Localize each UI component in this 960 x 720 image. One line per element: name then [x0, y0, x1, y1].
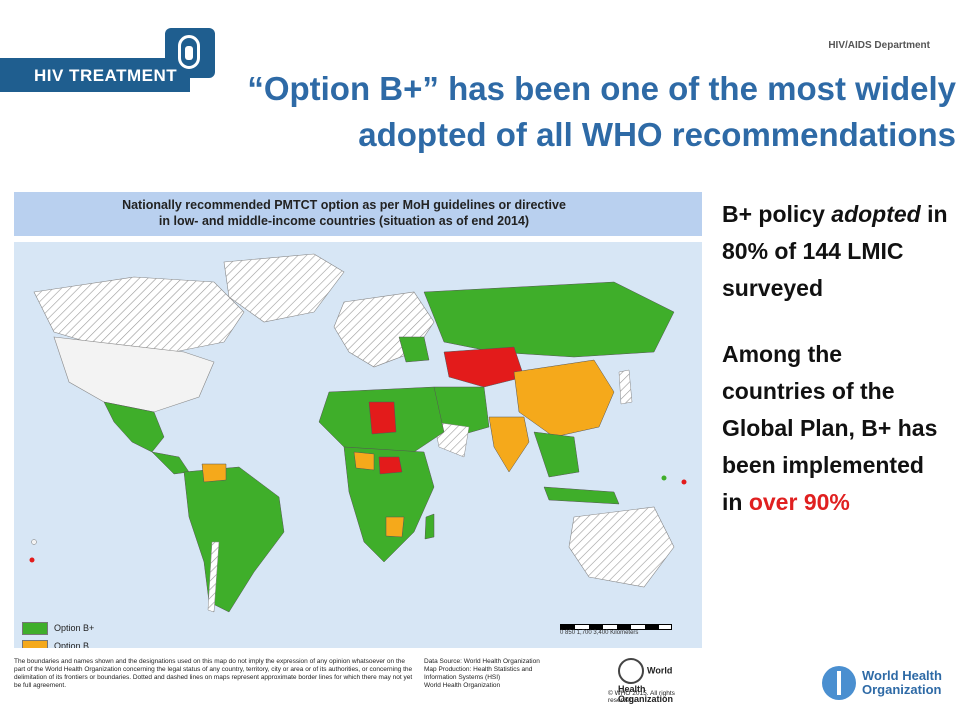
pill-icon-outline — [178, 35, 200, 69]
who-logo-line1: World Health — [862, 668, 942, 683]
option-b-africa — [353, 451, 375, 471]
map-heading-line1: Nationally recommended PMTCT option as p… — [122, 198, 566, 212]
copyright: © WHO 2015. All rights reserved. — [608, 690, 675, 704]
adoption-part-b: adopted — [831, 201, 921, 227]
who-logo-text: World Health Organization — [862, 669, 942, 697]
data-source-line: Map Production: Health Statistics and — [424, 666, 533, 673]
indonesia — [543, 486, 620, 505]
adoption-part-c: in 80% of 144 LMIC surveyed — [722, 201, 948, 301]
central-africa — [343, 446, 435, 563]
legend-label: Option B+ — [54, 622, 95, 633]
scale-label-3: 3,400 Kilometers — [593, 630, 639, 636]
pacific-island-4 — [661, 475, 667, 481]
department-label: HIV/AIDS Department — [828, 40, 930, 51]
adoption-statement: B+ policy adopted in 80% of 144 LMIC sur… — [722, 196, 950, 307]
scale-label-1: 850 — [565, 630, 576, 636]
option-a-africa — [378, 456, 403, 475]
southeast-asia — [533, 431, 580, 478]
central-america — [151, 451, 190, 475]
legend-swatch — [22, 622, 48, 635]
legend-item: Option B+ — [22, 622, 94, 635]
world-map-svg — [29, 253, 687, 613]
southern-africa-b — [385, 516, 405, 538]
who-map-logo: World Health Organization — [618, 658, 702, 704]
australia — [568, 506, 675, 588]
global-plan-statement: Among the countries of the Global Plan, … — [722, 336, 950, 521]
canada — [33, 276, 245, 353]
japan — [618, 369, 633, 405]
global-plan-part-a: Among the countries of the Global Plan, … — [722, 341, 938, 515]
india — [488, 416, 530, 473]
map-header: Nationally recommended PMTCT option as p… — [14, 192, 702, 236]
venezuela-area — [201, 463, 227, 483]
world-map: Option B+Option BOption AData not availa… — [14, 242, 702, 648]
usa — [53, 336, 215, 413]
who-map-logo-text: World Health Organization — [618, 665, 674, 704]
libya — [368, 401, 397, 435]
kazakhstan — [443, 346, 525, 388]
hiv-treatment-label: HIV TREATMENT — [34, 66, 178, 85]
china — [513, 359, 615, 438]
hiv-treatment-banner — [0, 58, 190, 92]
legend-label: Option B — [54, 640, 90, 648]
south-america — [183, 466, 285, 613]
legend-item: Option B — [22, 640, 89, 648]
pacific-island-3 — [681, 479, 687, 485]
scale-label-2: 1,700 — [576, 630, 592, 636]
global-plan-highlight: over 90% — [748, 489, 850, 515]
madagascar — [424, 513, 435, 540]
scale-label-0: 0 — [560, 630, 564, 636]
who-emblem-icon — [822, 666, 856, 700]
data-source: Data Source: World Health Organization M… — [424, 658, 604, 690]
who-emblem-icon — [618, 658, 644, 684]
chile — [207, 541, 220, 613]
scale-bar: 0 850 1,700 3,400 Kilometers — [560, 624, 672, 636]
slide-title: “Option B+” has been one of the most wid… — [247, 70, 956, 153]
map-heading: Nationally recommended PMTCT option as p… — [84, 197, 604, 229]
scale-bar-graphic — [560, 624, 672, 630]
map-panel: Nationally recommended PMTCT option as p… — [14, 192, 702, 704]
pill-icon-core — [185, 46, 193, 60]
russia — [423, 281, 675, 358]
pacific-island — [29, 557, 35, 563]
data-source-line: World Health Organization — [424, 682, 501, 689]
pacific-island-2 — [31, 539, 37, 545]
side-text: B+ policy adopted in 80% of 144 LMIC sur… — [722, 196, 950, 550]
who-logo-line2: Organization — [862, 682, 942, 697]
adoption-part-a: B+ policy — [722, 201, 825, 227]
data-source-line: Information Systems (HSI) — [424, 674, 501, 681]
legend-swatch — [22, 640, 48, 648]
map-disclaimer: The boundaries and names shown and the d… — [14, 658, 413, 689]
map-heading-line2: in low- and middle-income countries (sit… — [158, 214, 530, 228]
who-logo: World Health Organization — [822, 664, 952, 704]
eastern-europe — [398, 336, 430, 363]
data-source-line: Data Source: World Health Organization — [424, 658, 540, 665]
